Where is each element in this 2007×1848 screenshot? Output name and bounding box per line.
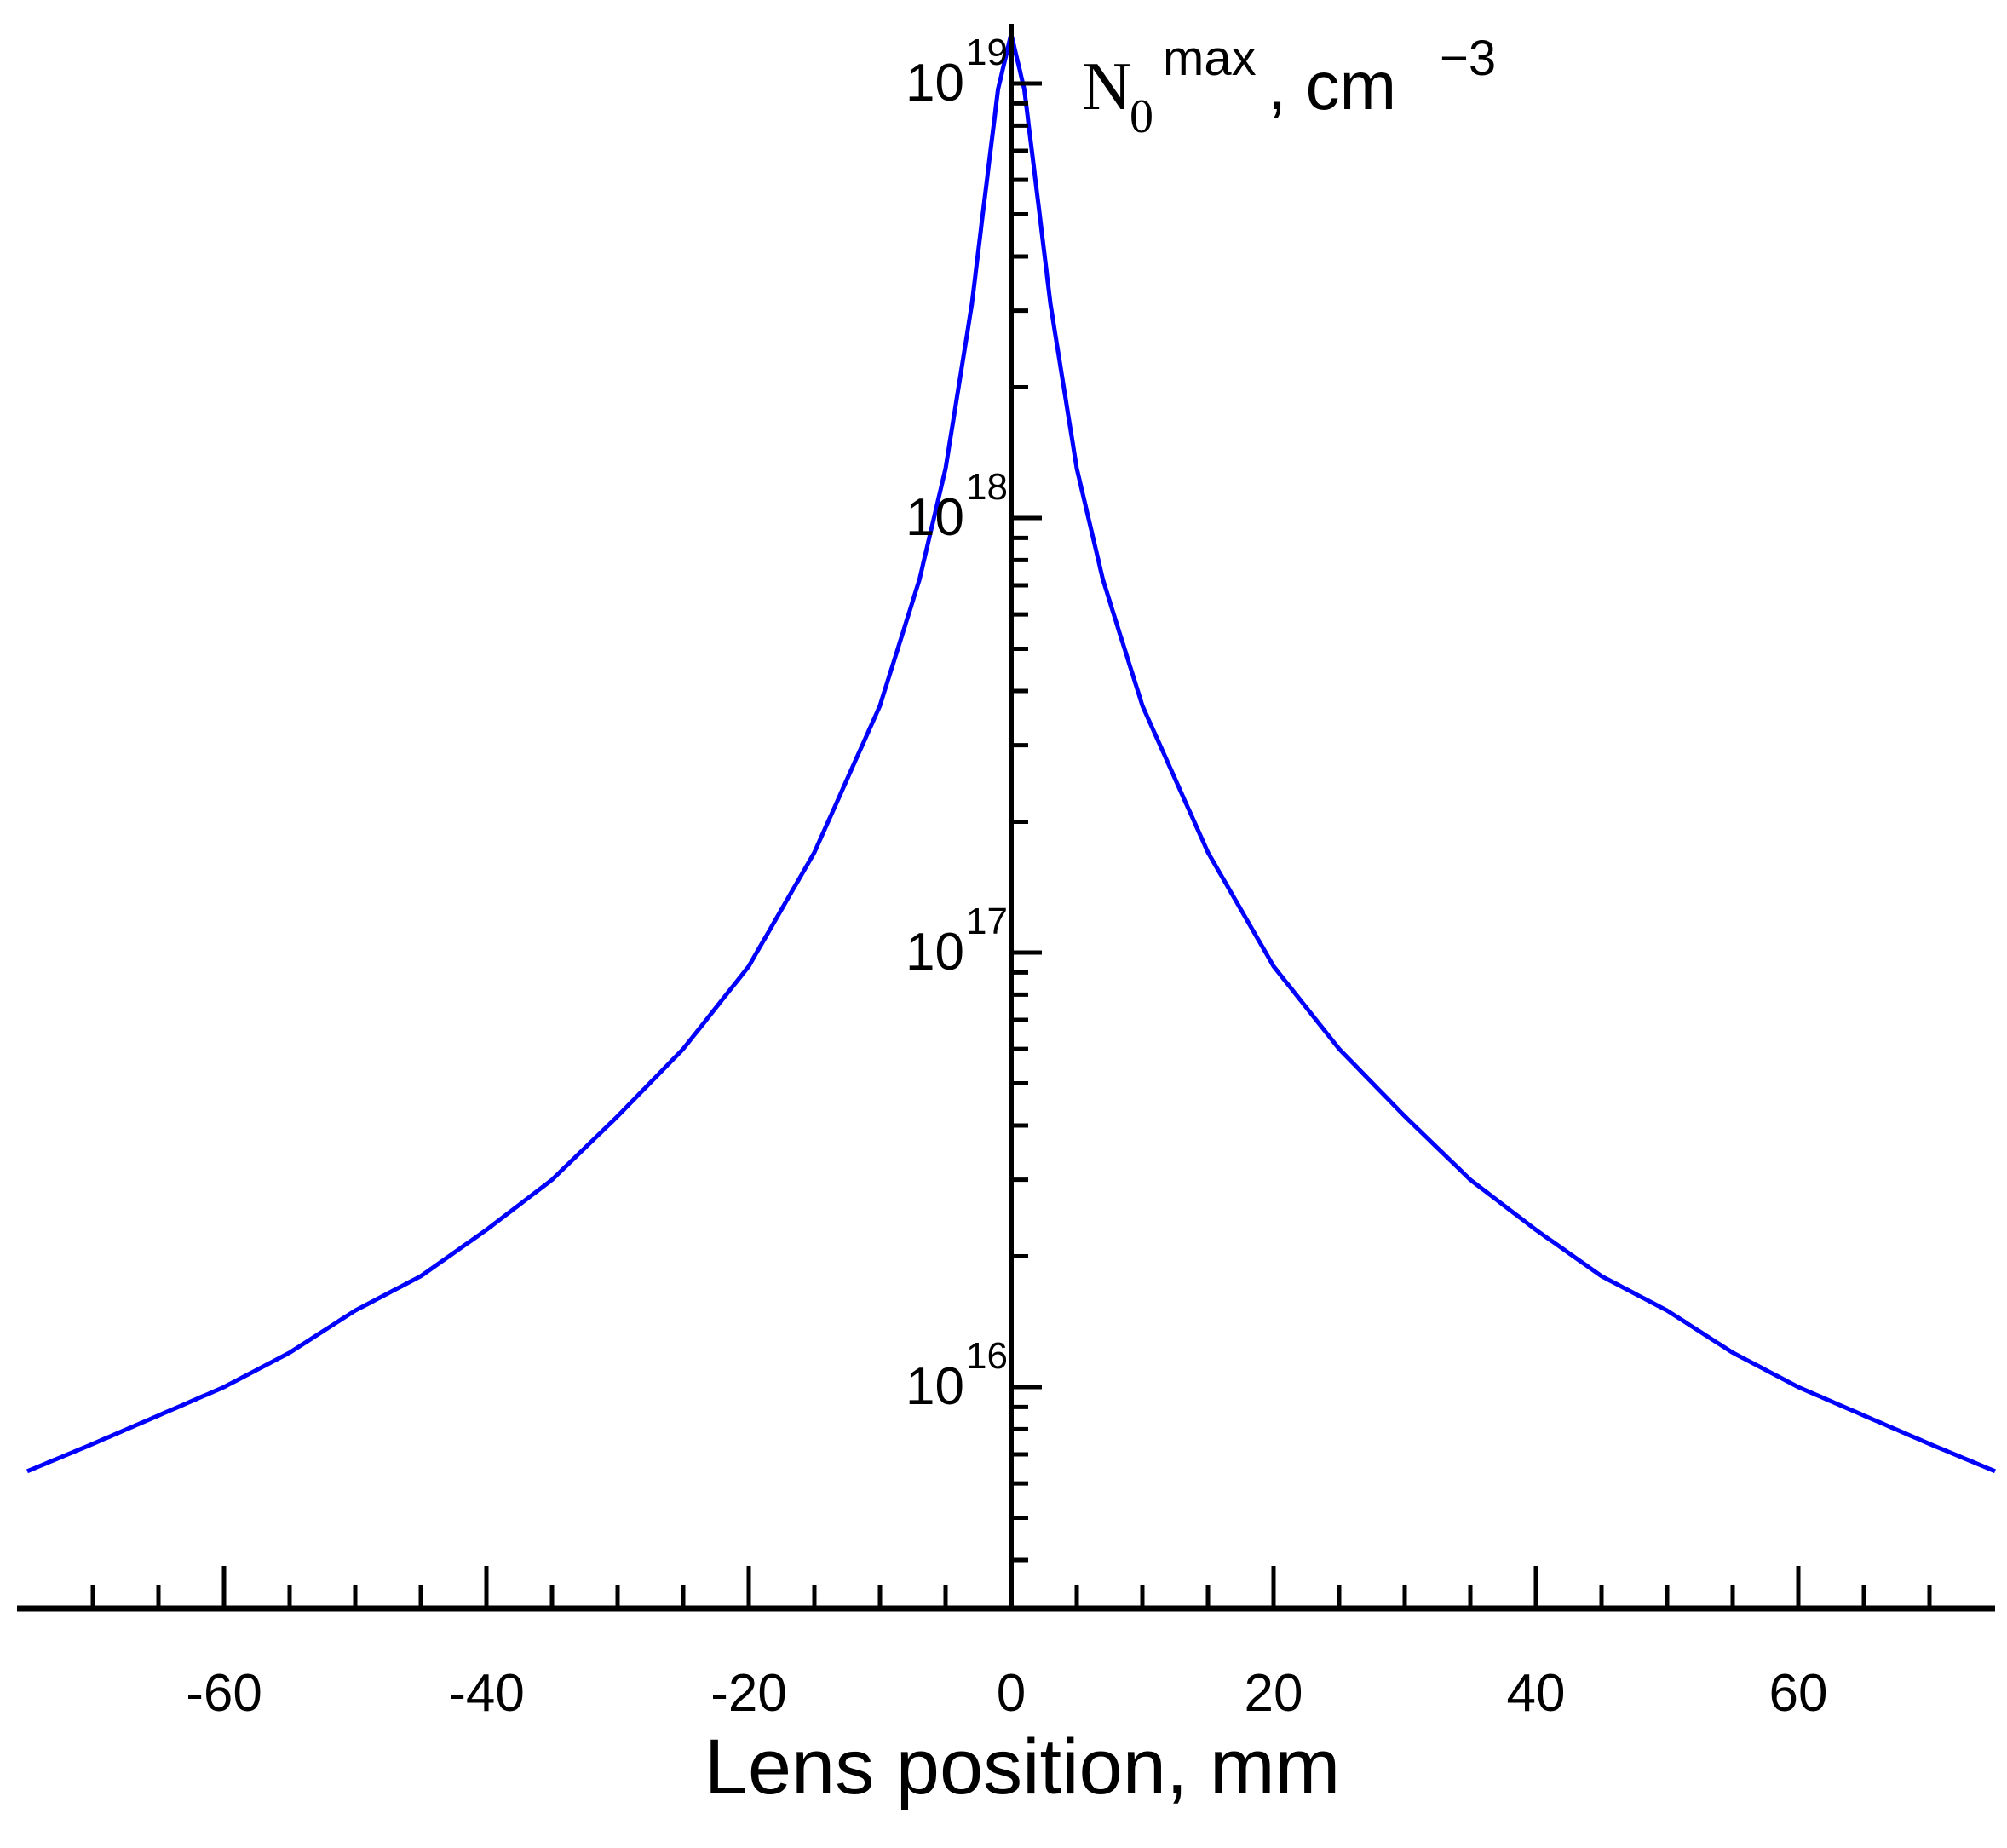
svg-text:, cm: , cm (1268, 48, 1396, 124)
x-tick-label: 40 (1507, 1664, 1566, 1723)
y-tick-base: 10 (906, 54, 964, 112)
y-axis-title: N 0 max , cm −3 (1082, 31, 1496, 143)
y-tick-exponent: 16 (966, 1335, 1008, 1377)
svg-text:−3: −3 (1440, 31, 1496, 86)
svg-text:N: N (1082, 49, 1131, 124)
x-tick-label: -40 (448, 1664, 525, 1723)
y-tick-exponent: 19 (966, 32, 1008, 73)
x-axis-title: Lens position, mm (704, 1724, 1341, 1811)
x-tick-label: 0 (997, 1664, 1026, 1723)
y-tick-base: 10 (906, 1357, 964, 1416)
svg-text:max: max (1163, 31, 1257, 86)
y-tick-base: 10 (906, 488, 964, 547)
y-tick-exponent: 18 (966, 466, 1008, 508)
svg-text:0: 0 (1130, 90, 1153, 143)
x-tick-label: -20 (710, 1664, 787, 1723)
y-tick-exponent: 17 (966, 901, 1008, 942)
y-tick-base: 10 (906, 923, 964, 982)
x-tick-label: 60 (1769, 1664, 1828, 1723)
x-tick-label: -60 (186, 1664, 262, 1723)
x-tick-label: 20 (1245, 1664, 1303, 1723)
